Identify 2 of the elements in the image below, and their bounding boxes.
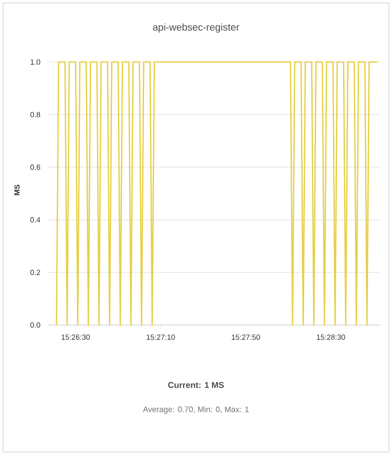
text: Current: 1 MS [168, 382, 224, 388]
chart-title: api-websec-register [152, 23, 240, 33]
